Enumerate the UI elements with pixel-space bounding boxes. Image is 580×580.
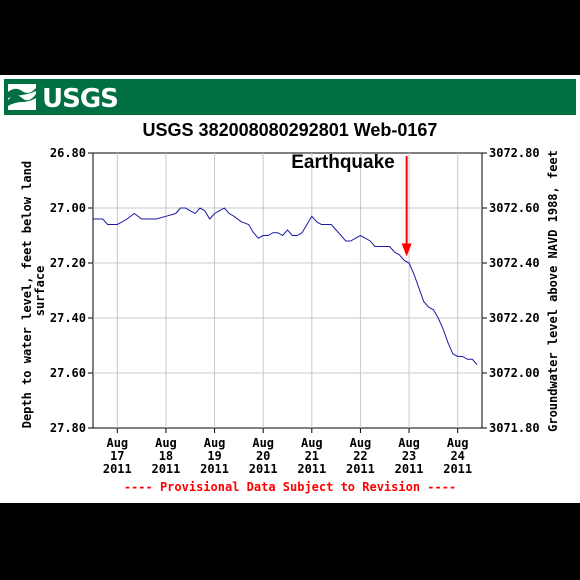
usgs-logo[interactable]: USGS — [8, 82, 119, 114]
chart-title: USGS 382008080292801 Web-0167 — [143, 120, 438, 140]
right-tick-label: 3072.00 — [489, 366, 540, 380]
x-tick-label: 20 — [256, 449, 270, 463]
right-tick-label: 3072.40 — [489, 256, 540, 270]
provisional-footer: ---- Provisional Data Subject to Revisio… — [124, 480, 456, 494]
x-tick-label: Aug — [106, 436, 128, 450]
chart-frame: USGS USGS 382008080292801 Web-0167 26.80… — [0, 75, 580, 503]
x-tick-label: 2011 — [443, 462, 472, 476]
x-tick-label: 2011 — [249, 462, 278, 476]
x-tick-label: 21 — [305, 449, 319, 463]
left-tick-label: 27.60 — [50, 366, 86, 380]
left-axis-label: Depth to water level, feet below land su… — [20, 154, 47, 429]
hydrograph-chart: USGS 382008080292801 Web-0167 26.80 27.00… — [20, 120, 560, 494]
x-tick-label: 2011 — [151, 462, 180, 476]
series-line — [93, 207, 478, 366]
earthquake-annotation: Earthquake — [291, 152, 394, 173]
right-tick-label: 3072.80 — [489, 146, 540, 160]
x-tick-label: 19 — [207, 449, 221, 463]
left-axis-label-line2: surface — [33, 266, 47, 317]
left-tick-label: 27.00 — [50, 201, 86, 215]
x-tick-label: 2011 — [297, 462, 326, 476]
arrow-head — [401, 243, 412, 257]
x-tick-label: Aug — [350, 436, 372, 450]
right-tick-label: 3072.60 — [489, 201, 540, 215]
x-tick-label: Aug — [155, 436, 177, 450]
right-tick-label: 3072.20 — [489, 311, 540, 325]
left-axis-ticks: 26.80 27.00 27.20 27.40 27.60 27.80 — [50, 146, 93, 435]
right-tick-label: 3071.80 — [489, 421, 540, 435]
x-tick-label: 2011 — [395, 462, 424, 476]
x-tick-label: 2011 — [103, 462, 132, 476]
x-tick-label: Aug — [204, 436, 226, 450]
right-axis-ticks: 3072.80 3072.60 3072.40 3072.20 3072.00 3071.… — [482, 146, 540, 435]
left-tick-label: 26.80 — [50, 146, 86, 160]
x-tick-label: Aug — [252, 436, 274, 450]
left-tick-label: 27.20 — [50, 256, 86, 270]
left-axis-label-line1: Depth to water level, feet below land — [20, 161, 34, 428]
x-tick-label: 17 — [110, 449, 124, 463]
x-tick-label: 2011 — [346, 462, 375, 476]
x-tick-label: 24 — [450, 449, 464, 463]
x-axis-ticks: Aug172011Aug182011Aug192011Aug202011Aug2… — [103, 428, 472, 476]
x-tick-label: 2011 — [200, 462, 229, 476]
grid-lines — [93, 153, 482, 428]
x-tick-label: 23 — [402, 449, 416, 463]
x-tick-label: 18 — [159, 449, 173, 463]
usgs-wave-icon — [8, 84, 36, 110]
x-tick-label: Aug — [447, 436, 469, 450]
x-tick-label: Aug — [398, 436, 420, 450]
left-tick-label: 27.80 — [50, 421, 86, 435]
plot-area — [92, 152, 483, 429]
usgs-banner: USGS — [4, 79, 576, 115]
usgs-logo-text: USGS — [42, 84, 119, 114]
x-tick-label: Aug — [301, 436, 323, 450]
left-tick-label: 27.40 — [50, 311, 86, 325]
right-axis-label: Groundwater level above NAVD 1988, feet — [546, 150, 560, 432]
x-tick-label: 22 — [353, 449, 367, 463]
